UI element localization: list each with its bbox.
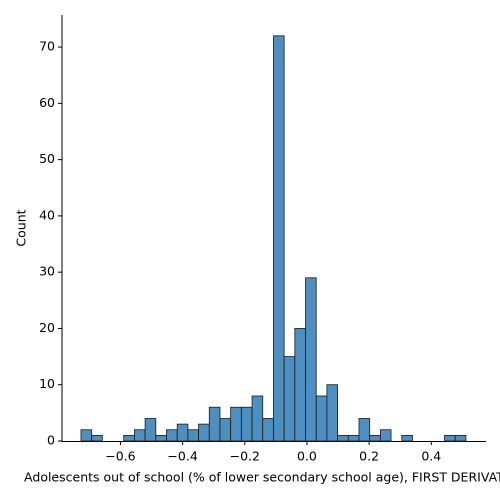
bar bbox=[315, 395, 328, 442]
y-tick-label: 70 bbox=[39, 39, 55, 54]
bar bbox=[219, 418, 232, 442]
x-tick-label: 0.2 bbox=[359, 449, 379, 464]
bar bbox=[379, 429, 392, 442]
bar bbox=[444, 434, 456, 442]
x-axis-label: Adolescents out of school (% of lower se… bbox=[24, 470, 500, 485]
bar bbox=[251, 395, 264, 442]
x-tick-label: −0.6 bbox=[105, 449, 135, 464]
bar bbox=[134, 429, 146, 442]
bar bbox=[305, 277, 317, 442]
bar bbox=[369, 434, 381, 442]
bar bbox=[176, 423, 189, 442]
x-tick-label: −0.4 bbox=[167, 449, 197, 464]
bar bbox=[198, 423, 210, 442]
y-tick-label: 0 bbox=[47, 433, 55, 448]
bar bbox=[155, 434, 167, 442]
bar bbox=[358, 418, 371, 442]
y-tick-label: 10 bbox=[39, 376, 55, 391]
bar bbox=[273, 35, 285, 442]
bar bbox=[166, 429, 178, 442]
bar bbox=[283, 356, 296, 442]
bar bbox=[187, 429, 199, 442]
bar bbox=[144, 418, 157, 442]
bar bbox=[240, 406, 253, 442]
bar bbox=[208, 406, 221, 442]
y-tick-label: 50 bbox=[39, 151, 55, 166]
bar bbox=[347, 434, 360, 442]
bar bbox=[262, 418, 274, 442]
bar bbox=[91, 434, 103, 442]
y-tick-label: 20 bbox=[39, 320, 55, 335]
y-tick-label: 60 bbox=[39, 95, 55, 110]
x-tick-label: −0.2 bbox=[230, 449, 260, 464]
bar bbox=[80, 429, 93, 442]
x-tick-label: 0.4 bbox=[421, 449, 441, 464]
y-tick-label: 30 bbox=[39, 264, 55, 279]
bar bbox=[337, 434, 349, 442]
bar bbox=[454, 434, 467, 442]
bar bbox=[230, 406, 242, 442]
bar bbox=[294, 328, 306, 442]
x-tick-label: 0.0 bbox=[297, 449, 317, 464]
y-tick-label: 40 bbox=[39, 207, 55, 222]
bar bbox=[326, 384, 338, 442]
y-axis-label: Count bbox=[14, 209, 29, 246]
bar bbox=[401, 434, 413, 442]
bar bbox=[123, 434, 135, 442]
